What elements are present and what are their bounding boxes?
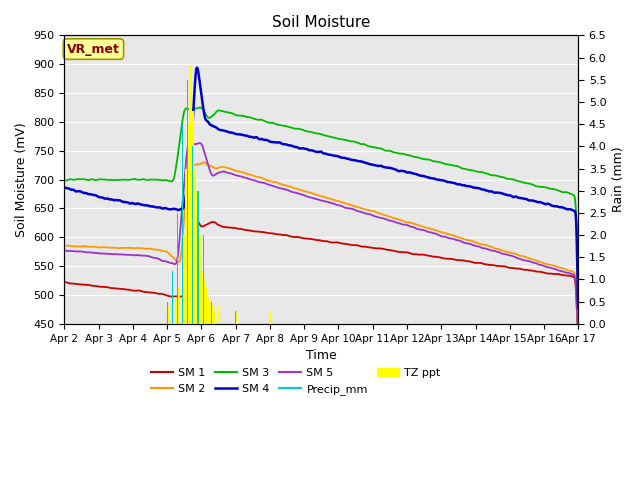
Bar [218,306,220,324]
Bar [205,288,207,324]
Bar [182,124,183,324]
Bar [211,306,212,324]
Bar [197,191,198,324]
Bar [192,111,194,324]
Bar [182,271,184,324]
Bar [207,297,209,324]
Bar [211,301,212,324]
Bar [194,168,195,324]
Bar [235,311,236,324]
Bar [209,301,211,324]
Bar [179,288,180,324]
Bar [168,306,170,324]
Bar [269,311,271,324]
Bar [199,235,200,324]
Bar [200,257,202,324]
Bar [197,213,199,324]
Bar [187,124,189,324]
Y-axis label: Soil Moisture (mV): Soil Moisture (mV) [15,122,28,237]
Bar [177,213,178,324]
Legend: SM 1, SM 2, SM 3, SM 4, SM 5, Precip_mm, TZ ppt: SM 1, SM 2, SM 3, SM 4, SM 5, Precip_mm,… [146,364,445,399]
Title: Soil Moisture: Soil Moisture [272,15,371,30]
Bar [185,168,187,324]
X-axis label: Time: Time [306,349,337,362]
Bar [212,308,214,324]
Text: VR_met: VR_met [67,43,120,56]
Bar [195,191,197,324]
Bar [202,271,204,324]
Bar [164,311,166,324]
Bar [202,235,204,324]
Bar [235,311,237,324]
Bar [184,235,185,324]
Bar [172,271,173,324]
Bar [204,279,205,324]
Bar [172,301,173,324]
Bar [166,301,168,324]
Bar [189,80,190,324]
Bar [175,297,177,324]
Bar [214,311,216,324]
Bar [192,146,193,324]
Y-axis label: Rain (mm): Rain (mm) [612,147,625,213]
Bar [190,66,192,324]
Bar [187,80,188,324]
